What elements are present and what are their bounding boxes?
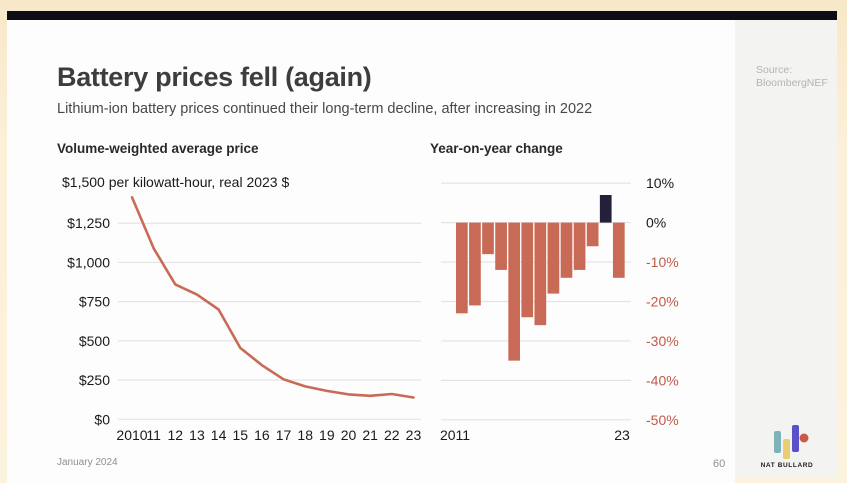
bar-chart-title: Year-on-year change xyxy=(430,141,563,156)
svg-text:-50%: -50% xyxy=(646,412,679,428)
yoy-bar-chart: 10% 0% -10% -20% -30% -40% -50% 2011 23 xyxy=(440,175,679,443)
svg-text:10%: 10% xyxy=(646,175,674,191)
source-attribution: Source: BloombergNEF xyxy=(756,64,828,90)
svg-text:11: 11 xyxy=(146,427,161,443)
svg-text:12: 12 xyxy=(168,427,184,443)
svg-text:23: 23 xyxy=(614,427,630,443)
svg-text:$1,250: $1,250 xyxy=(67,215,110,231)
source-label: Source: xyxy=(756,64,793,76)
svg-text:19: 19 xyxy=(319,427,335,443)
source-value: BloombergNEF xyxy=(756,76,828,89)
svg-text:0%: 0% xyxy=(646,215,666,231)
svg-text:14: 14 xyxy=(211,427,227,443)
page-number: 60 xyxy=(713,458,726,470)
svg-text:-40%: -40% xyxy=(646,372,679,388)
svg-text:$750: $750 xyxy=(79,294,110,310)
line-chart-unit-label: $1,500 per kilowatt-hour, real 2023 $ xyxy=(62,174,290,190)
svg-text:22: 22 xyxy=(384,427,400,443)
svg-text:23: 23 xyxy=(406,427,422,443)
slide-date: January 2024 xyxy=(57,457,118,468)
slide-title: Battery prices fell (again) xyxy=(57,62,372,92)
svg-text:-20%: -20% xyxy=(646,293,679,309)
source-sidebar xyxy=(735,20,837,478)
svg-text:20: 20 xyxy=(341,427,357,443)
top-accent-bar xyxy=(7,11,837,20)
brand-logo: NAT BULLARD xyxy=(757,424,817,469)
slide-subtitle: Lithium-ion battery prices continued the… xyxy=(57,101,593,117)
svg-text:$250: $250 xyxy=(79,372,110,388)
svg-text:13: 13 xyxy=(189,427,205,443)
svg-text:17: 17 xyxy=(276,427,292,443)
svg-text:2011: 2011 xyxy=(440,427,470,443)
svg-text:$1,000: $1,000 xyxy=(67,254,110,270)
svg-text:18: 18 xyxy=(297,427,313,443)
svg-text:2010: 2010 xyxy=(116,427,147,443)
line-chart-title: Volume-weighted average price xyxy=(57,141,259,156)
svg-text:21: 21 xyxy=(362,427,378,443)
svg-text:$0: $0 xyxy=(94,411,110,427)
brand-name: NAT BULLARD xyxy=(760,462,814,469)
brand-logo-icon xyxy=(774,425,809,459)
svg-text:16: 16 xyxy=(254,427,270,443)
svg-text:-10%: -10% xyxy=(646,254,679,270)
svg-text:$500: $500 xyxy=(79,333,110,349)
svg-text:-30%: -30% xyxy=(646,333,679,349)
svg-text:15: 15 xyxy=(232,427,248,443)
